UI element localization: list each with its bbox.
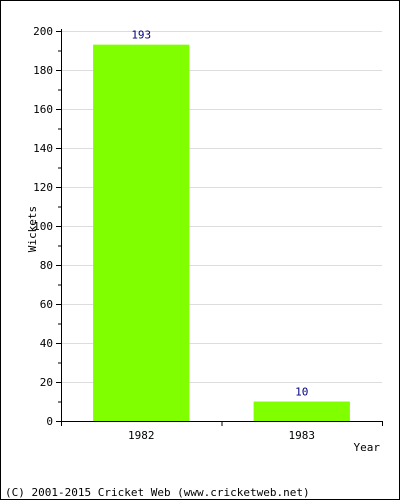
y-tick-label: 200 bbox=[33, 25, 53, 38]
y-tick-label: 80 bbox=[40, 259, 53, 272]
axes bbox=[56, 29, 383, 426]
bar bbox=[93, 44, 190, 422]
data-label: 193 bbox=[131, 29, 151, 42]
data-label: 10 bbox=[295, 386, 308, 399]
y-tick-label: 20 bbox=[40, 376, 53, 389]
x-tick-label: 1983 bbox=[289, 429, 316, 442]
bar-chart: 193 1982 10 1983 0 20 40 60 80 100 120 140 160 180 200… bbox=[26, 25, 383, 454]
y-tick-label: 100 bbox=[33, 220, 53, 233]
y-tick-label: 180 bbox=[33, 64, 53, 77]
y-tick-label: 140 bbox=[33, 142, 53, 155]
x-axis-title: Year bbox=[354, 441, 381, 454]
y-tick-label: 0 bbox=[46, 415, 53, 428]
y-tick-label: 60 bbox=[40, 298, 53, 311]
y-tick-label: 120 bbox=[33, 181, 53, 194]
copyright-footer: (C) 2001-2015 Cricket Web (www.cricketwe… bbox=[5, 486, 310, 499]
x-tick-label: 1982 bbox=[128, 429, 155, 442]
y-tick-label: 40 bbox=[40, 337, 53, 350]
y-axis-title: Wickets bbox=[26, 206, 39, 252]
bar bbox=[253, 401, 350, 421]
y-tick-label: 160 bbox=[33, 103, 53, 116]
bars bbox=[93, 44, 350, 422]
labels: 193 1982 10 1983 0 20 40 60 80 100 120 140 160 180 200… bbox=[26, 25, 380, 454]
